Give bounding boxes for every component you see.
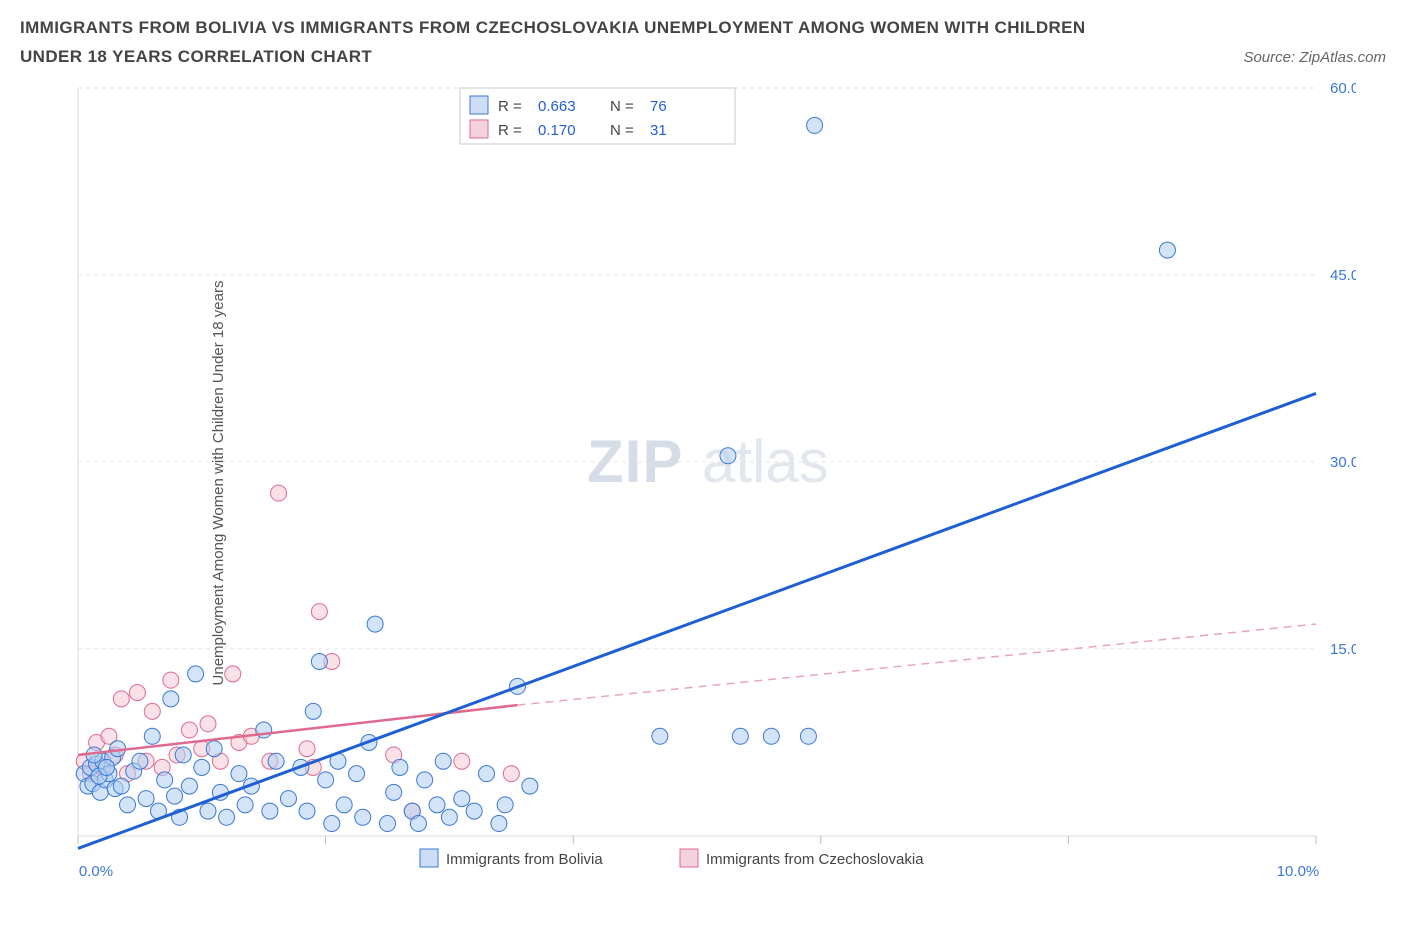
x-tick-label: 0.0%	[79, 863, 113, 880]
data-point-a	[491, 815, 507, 831]
y-tick-label: 30.0%	[1330, 454, 1356, 471]
data-point-a	[237, 797, 253, 813]
y-tick-label: 60.0%	[1330, 80, 1356, 97]
y-axis-label: Unemployment Among Women with Children U…	[210, 280, 227, 685]
data-point-a	[200, 803, 216, 819]
chart-title: IMMIGRANTS FROM BOLIVIA VS IMMIGRANTS FR…	[20, 14, 1100, 72]
data-point-a	[732, 728, 748, 744]
data-point-a	[380, 815, 396, 831]
legend-swatch-a	[420, 849, 438, 867]
data-point-b	[454, 753, 470, 769]
data-point-b	[163, 672, 179, 688]
y-tick-label: 15.0%	[1330, 641, 1356, 658]
data-point-a	[800, 728, 816, 744]
data-point-b	[200, 716, 216, 732]
data-point-a	[429, 797, 445, 813]
data-point-a	[652, 728, 668, 744]
legend-series-a: Immigrants from Bolivia	[446, 851, 603, 868]
data-point-a	[305, 703, 321, 719]
data-point-b	[271, 485, 287, 501]
data-point-a	[763, 728, 779, 744]
data-point-a	[194, 759, 210, 775]
data-point-a	[231, 765, 247, 781]
data-point-a	[417, 772, 433, 788]
data-point-a	[206, 741, 222, 757]
watermark: ZIP	[587, 428, 683, 495]
watermark: atlas	[702, 428, 829, 495]
data-point-a	[441, 809, 457, 825]
data-point-b	[299, 741, 315, 757]
data-point-a	[163, 691, 179, 707]
data-point-b	[129, 684, 145, 700]
data-point-a	[720, 448, 736, 464]
data-point-a	[188, 666, 204, 682]
legend-n-label: N =	[610, 122, 634, 139]
data-point-a	[367, 616, 383, 632]
data-point-a	[1159, 242, 1175, 258]
legend-swatch-b	[470, 120, 488, 138]
data-point-a	[318, 772, 334, 788]
data-point-b	[181, 722, 197, 738]
legend-r-label: R =	[498, 98, 522, 115]
data-point-a	[386, 784, 402, 800]
data-point-a	[113, 778, 129, 794]
legend-r-value-b: 0.170	[538, 122, 576, 139]
data-point-a	[262, 803, 278, 819]
x-tick-label: 10.0%	[1277, 863, 1320, 880]
legend-swatch-b	[680, 849, 698, 867]
data-point-a	[132, 753, 148, 769]
legend-swatch-a	[470, 96, 488, 114]
data-point-b	[311, 603, 327, 619]
data-point-b	[225, 666, 241, 682]
data-point-a	[410, 815, 426, 831]
data-point-a	[454, 790, 470, 806]
data-point-a	[497, 797, 513, 813]
legend-series-b: Immigrants from Czechoslovakia	[706, 851, 924, 868]
legend-r-value-a: 0.663	[538, 98, 576, 115]
legend-n-value-a: 76	[650, 98, 667, 115]
data-point-a	[138, 790, 154, 806]
data-point-a	[324, 815, 340, 831]
data-point-a	[522, 778, 538, 794]
data-point-a	[157, 772, 173, 788]
data-point-a	[336, 797, 352, 813]
data-point-a	[98, 759, 114, 775]
data-point-a	[120, 797, 136, 813]
data-point-a	[299, 803, 315, 819]
data-point-a	[355, 809, 371, 825]
data-point-a	[268, 753, 284, 769]
data-point-a	[311, 653, 327, 669]
data-point-a	[807, 117, 823, 133]
data-point-b	[144, 703, 160, 719]
data-point-a	[219, 809, 235, 825]
legend-n-label: N =	[610, 98, 634, 115]
data-point-a	[349, 765, 365, 781]
data-point-a	[392, 759, 408, 775]
y-tick-label: 45.0%	[1330, 267, 1356, 284]
regression-line-b-extrapolated	[517, 624, 1316, 705]
data-point-b	[503, 765, 519, 781]
chart-area: Unemployment Among Women with Children U…	[20, 78, 1386, 888]
data-point-a	[280, 790, 296, 806]
data-point-b	[113, 691, 129, 707]
data-point-a	[466, 803, 482, 819]
source-label: Source: ZipAtlas.com	[1243, 49, 1386, 72]
data-point-a	[435, 753, 451, 769]
data-point-a	[175, 747, 191, 763]
data-point-a	[479, 765, 495, 781]
legend-n-value-b: 31	[650, 122, 667, 139]
legend-r-label: R =	[498, 122, 522, 139]
data-point-a	[181, 778, 197, 794]
data-point-a	[144, 728, 160, 744]
data-point-a	[167, 788, 183, 804]
